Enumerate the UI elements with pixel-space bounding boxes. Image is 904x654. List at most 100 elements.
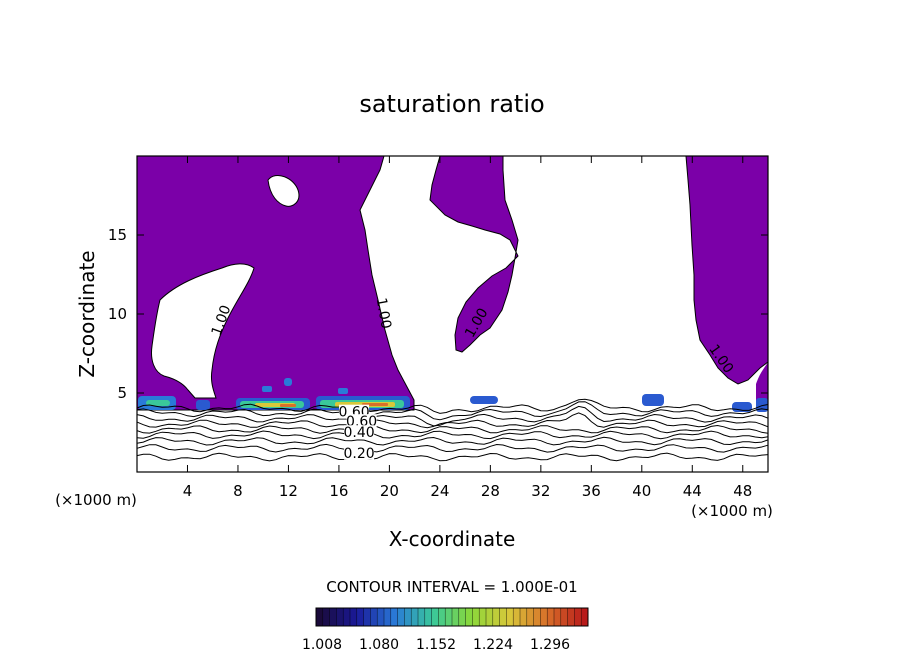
x-tick-label: 36 bbox=[582, 482, 601, 500]
colorbar-cell bbox=[404, 608, 412, 626]
saturated-region bbox=[136, 155, 769, 411]
x-tick-label: 20 bbox=[380, 482, 399, 500]
colorbar-cell bbox=[492, 608, 500, 626]
colorbar-cell bbox=[418, 608, 426, 626]
contour-label: 1.00 bbox=[373, 297, 394, 330]
colorbar-cell bbox=[465, 608, 473, 626]
colorbar-tick-label: 1.296 bbox=[530, 637, 570, 653]
colorbar-cell bbox=[458, 608, 466, 626]
y-axis-label: Z-coordinate bbox=[75, 250, 99, 377]
x-tick-label: 48 bbox=[733, 482, 752, 500]
contour-line bbox=[136, 436, 769, 446]
clear-column-left bbox=[151, 263, 255, 399]
colorbar-cell bbox=[513, 608, 521, 626]
x-axis-ticks: 4 8 12 16 20 24 28 32 36 40 44 48 bbox=[183, 156, 752, 500]
colorbar-cell bbox=[526, 608, 534, 626]
colorbar-cell bbox=[479, 608, 487, 626]
hotspot-band-10 bbox=[284, 378, 292, 386]
x-tick-label: 28 bbox=[481, 482, 500, 500]
colorbar-tick-label: 1.080 bbox=[359, 637, 399, 653]
colorbar-cell bbox=[567, 608, 575, 626]
colorbar-tick-label: 1.224 bbox=[473, 637, 513, 653]
colorbar-cell bbox=[397, 608, 405, 626]
contour-interval-text: CONTOUR INTERVAL = 1.000E-01 bbox=[326, 578, 577, 596]
hotspot-band-9 bbox=[262, 386, 272, 392]
contour-label: 0.20 bbox=[344, 446, 375, 462]
colorbar-cell bbox=[377, 608, 385, 626]
x-unit-right: (×1000 m) bbox=[691, 502, 773, 520]
y-tick-label: 10 bbox=[108, 305, 127, 323]
contour-line bbox=[136, 401, 769, 421]
colorbar-cell bbox=[445, 608, 453, 626]
colorbar-cell bbox=[384, 608, 392, 626]
colorbar-cell bbox=[322, 608, 330, 626]
y-tick-label: 15 bbox=[108, 226, 127, 244]
colorbar-cell bbox=[452, 608, 460, 626]
contour-label-bg bbox=[344, 425, 375, 440]
x-unit-left: (×1000 m) bbox=[55, 491, 137, 509]
x-axis-label: X-coordinate bbox=[389, 527, 516, 551]
contour-lines bbox=[136, 398, 769, 462]
contour-line bbox=[136, 452, 769, 462]
colorbar-cell bbox=[472, 608, 480, 626]
colorbar-cell bbox=[520, 608, 528, 626]
x-tick-label: 4 bbox=[183, 482, 193, 500]
colorbar-cell bbox=[336, 608, 344, 626]
x-tick-label: 44 bbox=[683, 482, 702, 500]
hotspot-band-15 bbox=[470, 396, 498, 404]
colorbar-cell bbox=[499, 608, 507, 626]
contour-line bbox=[136, 430, 769, 440]
colorbar-cell bbox=[350, 608, 358, 626]
x-tick-label: 32 bbox=[531, 482, 550, 500]
x-tick-label: 16 bbox=[329, 482, 348, 500]
chart-title: saturation ratio bbox=[359, 90, 544, 118]
colorbar-cell bbox=[506, 608, 514, 626]
plot-area: 1.00 1.00 1.001.000.600.600.400.20 bbox=[136, 155, 769, 473]
y-axis-ticks: 5 10 15 bbox=[108, 226, 768, 402]
colorbar: 1.008 1.080 1.152 1.224 1.296 bbox=[302, 607, 589, 653]
colorbar-cell bbox=[486, 608, 494, 626]
y-tick-label: 5 bbox=[117, 384, 127, 402]
colorbar-cell bbox=[431, 608, 439, 626]
colorbar-cells bbox=[315, 608, 589, 626]
colorbar-cell bbox=[370, 608, 378, 626]
hotspot-band-18 bbox=[756, 398, 768, 412]
colorbar-cell bbox=[390, 608, 398, 626]
hotspot-band-11 bbox=[338, 388, 348, 394]
contour-line bbox=[136, 412, 769, 429]
colorbar-frame bbox=[315, 607, 589, 627]
x-tick-label: 12 bbox=[279, 482, 298, 500]
colorbar-cell bbox=[343, 608, 351, 626]
colorbar-cell bbox=[438, 608, 446, 626]
hotspot-band-7 bbox=[280, 404, 296, 407]
colorbar-cell bbox=[540, 608, 548, 626]
contour-line bbox=[136, 398, 769, 414]
hotspot-band-13 bbox=[146, 400, 170, 406]
x-tick-label: 24 bbox=[430, 482, 449, 500]
colorbar-cell bbox=[547, 608, 555, 626]
hotspot-band-16 bbox=[642, 394, 664, 406]
contour-label-bg bbox=[344, 445, 375, 460]
colorbar-cell bbox=[533, 608, 541, 626]
clear-hole bbox=[267, 175, 300, 207]
colorbar-cell bbox=[411, 608, 419, 626]
colorbar-ticks: 1.008 1.080 1.152 1.224 1.296 bbox=[302, 637, 570, 653]
contour-line bbox=[136, 443, 769, 453]
colorbar-cell bbox=[554, 608, 562, 626]
hotspot-band-14 bbox=[196, 400, 210, 410]
colorbar-cell bbox=[581, 608, 589, 626]
colorbar-cell bbox=[329, 608, 337, 626]
contour-line bbox=[136, 424, 769, 434]
colorbar-cell bbox=[363, 608, 371, 626]
colorbar-cell bbox=[316, 608, 324, 626]
colorbar-cell bbox=[574, 608, 582, 626]
contour-line bbox=[136, 405, 769, 427]
colorbar-tick-label: 1.008 bbox=[302, 637, 342, 653]
colorbar-cell bbox=[356, 608, 364, 626]
x-tick-label: 40 bbox=[632, 482, 651, 500]
colorbar-cell bbox=[560, 608, 568, 626]
x-tick-label: 8 bbox=[233, 482, 243, 500]
contour-label-bg bbox=[346, 414, 377, 429]
colorbar-cell bbox=[424, 608, 432, 626]
